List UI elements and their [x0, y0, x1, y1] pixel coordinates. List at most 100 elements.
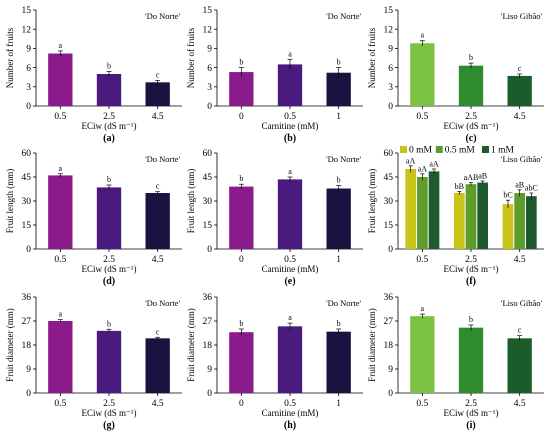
chart-panel-a: 0 3 6 9 12 15 0.5 2.5 4.5 ECiw (dS m⁻¹) (a) Number …: [5, 6, 182, 144]
y-tick-label: 0: [26, 389, 31, 399]
y-tick-label: 0: [26, 102, 31, 112]
y-tick-label: 12: [384, 25, 394, 35]
bar: [477, 182, 489, 249]
bar: [48, 53, 73, 106]
panel-title: 'Do Norte': [145, 154, 180, 164]
bar-significance-label: bB: [455, 182, 464, 191]
y-tick-label: 18: [384, 341, 394, 351]
bar-significance-label: b: [239, 319, 243, 328]
bar: [458, 327, 484, 393]
x-tick-label: 0.5: [284, 112, 296, 122]
y-tick-label: 60: [384, 149, 394, 159]
x-tick-label: 1: [336, 255, 341, 265]
x-axis-title: ECiw (dS m⁻¹): [82, 264, 137, 274]
bar: [48, 321, 73, 393]
panel-title: 'Do Norte': [326, 298, 361, 308]
y-tick-label: 27: [203, 317, 213, 327]
bar: [507, 338, 532, 393]
x-tick-label: 1: [336, 399, 341, 409]
y-tick-label: 0: [388, 102, 393, 112]
panel-title: 'Liso Gibão': [501, 154, 543, 164]
bar-significance-label: aA: [406, 156, 416, 165]
chart-panel-f: 0 15 30 45 60 0.5 2.5 4.5 ECiw (dS m⁻¹) (f) Fruit …: [367, 146, 544, 287]
bar-significance-label: c: [156, 327, 160, 336]
y-tick-label: 9: [207, 45, 212, 55]
y-tick-label: 15: [22, 221, 32, 231]
y-tick-label: 0: [207, 102, 212, 112]
bar-significance-label: b: [337, 319, 341, 328]
y-tick-label: 6: [207, 64, 212, 74]
bar: [277, 326, 303, 393]
x-tick-label: 4.5: [514, 399, 526, 409]
y-tick-label: 9: [207, 365, 212, 375]
y-tick-label: 12: [203, 25, 213, 35]
bar: [458, 65, 484, 106]
panel-letter: (d): [103, 276, 115, 287]
y-tick-label: 3: [26, 83, 31, 93]
legend-label: 0.5 mM: [445, 146, 476, 156]
y-tick-label: 9: [26, 365, 31, 375]
x-axis-title: ECiw (dS m⁻¹): [444, 121, 499, 131]
y-tick-label: 15: [384, 6, 394, 16]
y-tick-label: 15: [22, 6, 32, 16]
x-tick-label: 2.5: [103, 112, 115, 122]
bar: [410, 316, 435, 393]
bar: [326, 188, 351, 249]
x-tick-label: 4.5: [152, 399, 164, 409]
x-tick-label: 0.5: [284, 255, 296, 265]
chart-panel-i: 0 9 18 27 36 0.5 2.5 4.5 ECiw (dS m⁻¹) (i) Fruit d…: [367, 293, 544, 431]
panel-letter: (f): [466, 276, 476, 287]
chart-panel-e: 0 15 30 45 60 0 0.5 1 Carnitine (mM) (e) Fruit len…: [186, 149, 363, 287]
bar-significance-label: aB: [515, 180, 524, 189]
bar-significance-label: aAB: [464, 173, 479, 182]
bar: [410, 43, 435, 106]
x-axis-title: ECiw (dS m⁻¹): [444, 408, 499, 418]
panel-title: 'Liso Gibão': [501, 11, 543, 21]
y-tick-label: 30: [203, 197, 213, 207]
y-tick-label: 18: [203, 341, 213, 351]
bar-significance-label: b: [107, 319, 111, 328]
y-tick-label: 18: [22, 341, 32, 351]
bar-significance-label: a: [288, 49, 292, 58]
panel-title: 'Do Norte': [145, 11, 180, 21]
bar: [326, 72, 351, 106]
bar: [465, 184, 477, 249]
x-axis-title: Carnitine (mM): [262, 408, 319, 418]
y-tick-label: 60: [203, 149, 213, 159]
y-tick-label: 60: [22, 149, 32, 159]
x-axis-title: ECiw (dS m⁻¹): [82, 121, 137, 131]
chart-panel-c: 0 3 6 9 12 15 0.5 2.5 4.5 ECiw (dS m⁻¹) (c) Number …: [367, 6, 544, 144]
y-axis-title: Fruit diameter (mm): [186, 308, 196, 381]
x-tick-label: 0.5: [54, 112, 66, 122]
bar: [514, 193, 526, 249]
y-axis-title: Fruit diameter (mm): [5, 308, 15, 381]
legend-label: 0 mM: [409, 146, 433, 156]
bar: [277, 179, 303, 249]
bar-significance-label: b: [107, 61, 111, 70]
legend: 0 mM 0.5 mM 1 mM: [400, 146, 515, 156]
y-tick-label: 9: [26, 45, 31, 55]
panel-title: 'Do Norte': [326, 154, 361, 164]
x-tick-label: 0.5: [416, 399, 428, 409]
legend-label: 1 mM: [491, 146, 515, 156]
bar: [526, 196, 537, 249]
y-tick-label: 0: [207, 389, 212, 399]
chart-panel-g: 0 9 18 27 36 0.5 2.5 4.5 ECiw (dS m⁻¹) (g) Fruit d…: [5, 293, 182, 431]
y-tick-label: 0: [207, 245, 212, 255]
y-tick-label: 6: [388, 64, 393, 74]
x-tick-label: 0.5: [54, 255, 66, 265]
bar-significance-label: b: [239, 174, 243, 183]
bar: [326, 331, 351, 393]
panel-letter: (c): [465, 133, 476, 144]
bar-significance-label: c: [156, 70, 160, 79]
x-tick-label: 4.5: [152, 255, 164, 265]
bar: [48, 175, 73, 249]
x-tick-label: 0: [239, 255, 244, 265]
y-tick-label: 27: [22, 317, 32, 327]
x-tick-label: 0: [239, 112, 244, 122]
bar-significance-label: bC: [503, 191, 512, 200]
y-tick-label: 27: [384, 317, 394, 327]
y-tick-label: 15: [203, 221, 213, 231]
y-tick-label: 12: [22, 25, 32, 35]
